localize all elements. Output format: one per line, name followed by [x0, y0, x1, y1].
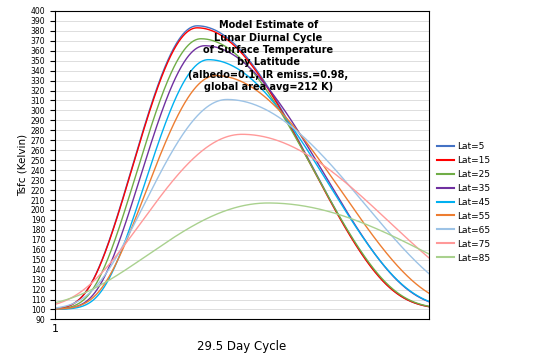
Text: Model Estimate of
Lunar Diurnal Cycle
of Surface Temperature
by Latitude
(albedo: Model Estimate of Lunar Diurnal Cycle of… — [188, 20, 348, 92]
X-axis label: 29.5 Day Cycle: 29.5 Day Cycle — [197, 340, 287, 353]
Y-axis label: Tsfc (Kelvin): Tsfc (Kelvin) — [18, 134, 28, 196]
Legend: Lat=5, Lat=15, Lat=25, Lat=35, Lat=45, Lat=55, Lat=65, Lat=75, Lat=85: Lat=5, Lat=15, Lat=25, Lat=35, Lat=45, L… — [437, 142, 490, 262]
